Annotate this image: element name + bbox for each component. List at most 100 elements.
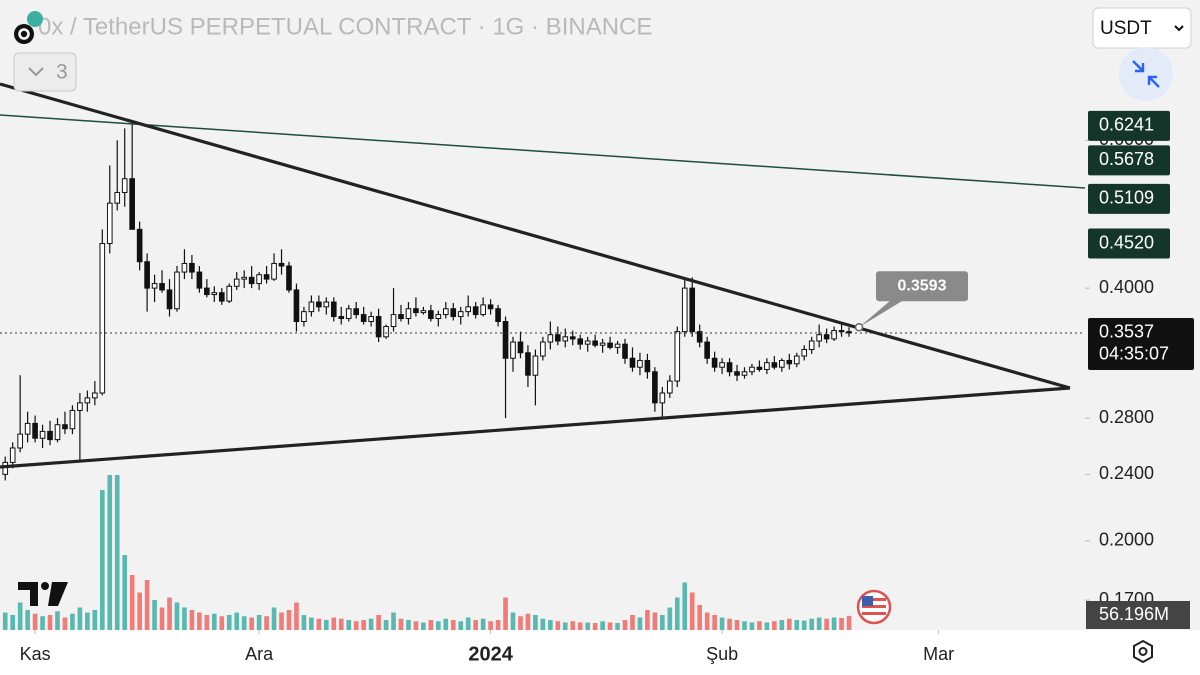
- volume-bar: [25, 610, 30, 630]
- volume-bar: [562, 622, 568, 630]
- volume-bar: [794, 620, 800, 630]
- candle-body: [196, 271, 203, 289]
- candle-body: [510, 341, 516, 359]
- volume-bar: [525, 613, 531, 630]
- volume-bar: [301, 615, 307, 630]
- volume-bar: [458, 621, 464, 630]
- candle-body: [84, 397, 91, 404]
- tv-logo-t: [18, 582, 38, 606]
- volume-bar: [309, 617, 314, 630]
- volume-bar: [465, 617, 471, 630]
- volume-bar: [167, 597, 172, 630]
- x-axis-strip: [0, 630, 1200, 675]
- volume-bar: [816, 617, 822, 630]
- volume-bar: [510, 612, 516, 630]
- candle-body: [420, 310, 427, 314]
- event-icon[interactable]: [856, 589, 892, 625]
- candle-body: [241, 276, 247, 280]
- volume-bar: [271, 607, 277, 630]
- volume-bar: [406, 620, 411, 630]
- candle-body: [801, 349, 808, 357]
- candle-body: [465, 306, 472, 313]
- candle-body: [831, 330, 837, 340]
- volume-bar: [294, 602, 299, 630]
- candle-body: [301, 311, 307, 322]
- candle-body: [263, 274, 270, 280]
- candle-body: [607, 342, 613, 348]
- overlay-layer: 0.3593: [0, 271, 1085, 334]
- candle-body: [106, 202, 113, 245]
- candle-body: [345, 308, 352, 320]
- price-label-box: [1088, 110, 1170, 141]
- candle-body: [248, 276, 255, 285]
- volume-bar: [197, 612, 202, 630]
- price-label-box: [1088, 183, 1170, 214]
- candle-body: [525, 352, 531, 376]
- candle-body: [696, 331, 703, 343]
- volume-bar: [697, 605, 703, 630]
- settings-button[interactable]: [1133, 639, 1153, 664]
- candle-body: [756, 366, 763, 370]
- volume-bar: [727, 618, 732, 630]
- volume-bar: [503, 597, 508, 630]
- settings-icon[interactable]: [1133, 639, 1153, 664]
- volume-bar: [786, 618, 792, 630]
- volume-bar: [548, 620, 553, 630]
- y-tick-label: 0.2400: [1099, 463, 1154, 483]
- volume-bar: [2, 612, 8, 630]
- volume-bar: [749, 622, 755, 630]
- volume-bar: [413, 621, 419, 630]
- candle-body: [233, 278, 240, 287]
- currency-select[interactable]: USDT: [1092, 7, 1192, 49]
- candle-body: [293, 289, 300, 322]
- candle-body: [24, 422, 31, 435]
- x-tick-label: Ara: [245, 644, 274, 664]
- volume-bar: [361, 620, 366, 630]
- x-tick-label: Şub: [706, 644, 738, 664]
- candle-body: [846, 331, 852, 334]
- y-tick-label: 0.2800: [1099, 407, 1154, 427]
- annotation-label: 0.3593: [898, 277, 947, 294]
- volume-bar: [719, 617, 725, 630]
- volume-bar: [495, 620, 501, 630]
- indicators-toggle[interactable]: 3: [13, 52, 77, 92]
- volume-bar: [398, 618, 404, 630]
- candle-body: [637, 359, 643, 368]
- volume-bar: [712, 615, 717, 630]
- volume-bar: [518, 616, 523, 630]
- volume-bar: [391, 612, 396, 630]
- collapse-button[interactable]: [1119, 47, 1173, 101]
- volume-bar: [540, 618, 546, 630]
- volume-bar: [40, 616, 45, 630]
- candle-body: [622, 343, 628, 359]
- candle-body: [144, 261, 150, 289]
- settings-icon-center: [1138, 647, 1148, 656]
- y-tick-label: 0.4000: [1099, 277, 1154, 297]
- collapse-circle[interactable]: [1119, 47, 1173, 101]
- candle-body: [689, 287, 696, 333]
- candle-body: [442, 308, 449, 316]
- price-label: 0.4520: [1099, 232, 1154, 252]
- candle-body: [808, 340, 815, 351]
- volume-bar: [144, 580, 150, 630]
- volume-bar: [488, 621, 493, 630]
- volume-bar: [450, 620, 456, 630]
- candle-body: [47, 430, 53, 441]
- candle-body: [114, 191, 121, 204]
- volume-bar: [189, 610, 195, 630]
- candle-body: [218, 292, 225, 302]
- candle-body: [435, 314, 442, 320]
- volume-bar: [630, 615, 635, 630]
- candle-body: [338, 316, 345, 320]
- candle-body: [2, 461, 9, 475]
- candle-body: [480, 304, 486, 316]
- volume-bar: [219, 616, 225, 630]
- indicators-button[interactable]: [13, 52, 77, 92]
- volume-bar: [324, 620, 329, 630]
- volume-bar: [555, 621, 561, 630]
- candle-body: [569, 336, 576, 340]
- candle-body: [779, 359, 785, 368]
- candle-body: [398, 314, 404, 320]
- volume-bar: [137, 592, 142, 630]
- candle-body: [584, 340, 591, 345]
